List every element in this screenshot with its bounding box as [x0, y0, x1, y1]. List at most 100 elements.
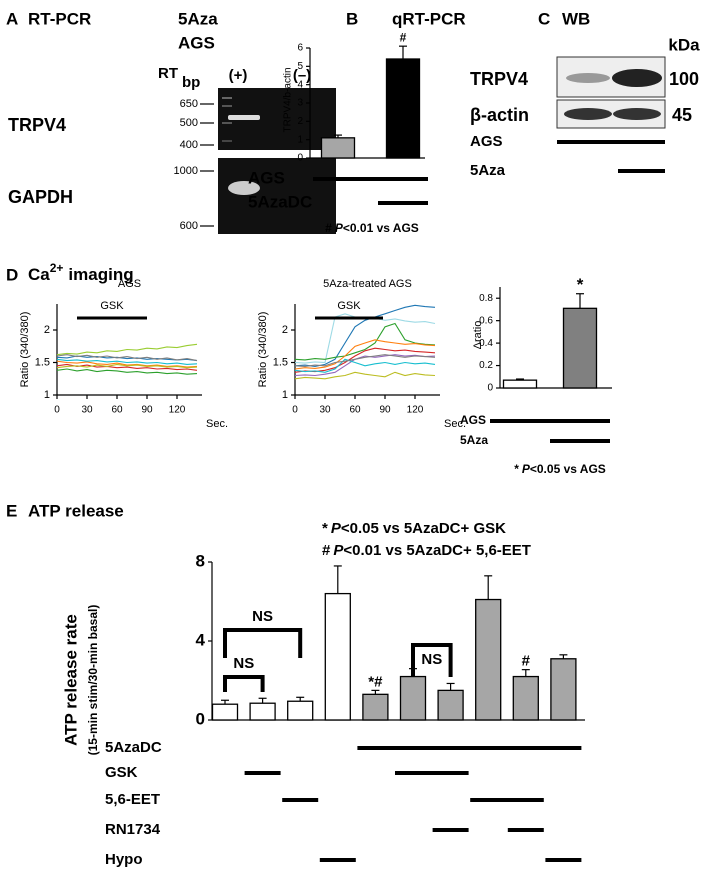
- y-tick-label: 5: [297, 61, 303, 72]
- y-tick-label: 1.5: [35, 356, 50, 368]
- trace: [56, 363, 198, 369]
- bar: [437, 689, 464, 721]
- trace: [294, 354, 436, 367]
- ns-bracket: [411, 643, 453, 677]
- y-tick-label: 1: [282, 389, 288, 401]
- y-axis-label: Ratio (340/380): [257, 312, 269, 388]
- stimulus-label: GSK: [100, 300, 124, 312]
- y-tick-label: 2: [282, 324, 288, 336]
- trace: [56, 343, 198, 356]
- blot-band: [612, 69, 662, 87]
- blot-band: [566, 73, 610, 83]
- footnote-part: P: [331, 520, 342, 537]
- rt-label: RT: [158, 65, 178, 82]
- bar: [475, 598, 502, 721]
- ladder: [222, 97, 232, 99]
- trace: [294, 371, 436, 380]
- panel-letter: A: [6, 9, 18, 28]
- bar: [362, 693, 389, 721]
- x-tick-label: 0: [54, 405, 60, 416]
- footnote-part: *: [514, 462, 519, 476]
- bar-annotation: *#: [368, 673, 383, 690]
- y-axis-label: ATP release rate: [61, 614, 80, 746]
- gel-band: [228, 181, 260, 195]
- bar: [502, 379, 538, 389]
- bracket-label: NS: [233, 655, 254, 672]
- footnote: # P<0.01 vs 5AzaDC+ 5,6-EET: [322, 542, 531, 559]
- marker-label: 400: [180, 139, 198, 151]
- chart-title: AGS: [118, 278, 141, 290]
- y-tick-label: 2: [297, 116, 303, 127]
- blot-band: [564, 108, 612, 120]
- blot-band: [613, 108, 661, 120]
- panel-letter: C: [538, 9, 550, 28]
- lane-label: (–): [293, 67, 311, 84]
- header: AGS: [178, 33, 215, 52]
- size-label: 100: [669, 69, 699, 89]
- y-tick-label: 6: [297, 43, 303, 54]
- y-axis-label: Δratio: [472, 321, 484, 350]
- bar: [562, 307, 598, 389]
- x-tick-label: 120: [169, 405, 186, 416]
- x-tick-label: 30: [319, 405, 331, 416]
- condition-label: AGS: [460, 413, 486, 427]
- footnote: # P<0.01 vs AGS: [325, 221, 419, 235]
- gel: [218, 158, 336, 234]
- marker-label: 1000: [174, 165, 198, 177]
- y-tick-label: 2: [44, 324, 50, 336]
- bar: [211, 703, 239, 721]
- chart-title: ATP release: [28, 501, 124, 520]
- panel-title: Ca2+ imaging: [28, 261, 134, 284]
- bar: [320, 137, 356, 159]
- x-axis-label: Sec.: [206, 418, 228, 430]
- x-tick-label: 0: [292, 405, 298, 416]
- marker-label: 500: [180, 117, 198, 129]
- footnote-part: *: [322, 520, 328, 537]
- footnote-part: P: [335, 221, 344, 235]
- marker-label: 600: [180, 220, 198, 232]
- bar: [324, 592, 351, 721]
- y-tick-label: 4: [297, 79, 303, 90]
- gel-band: [228, 115, 260, 120]
- x-tick-label: 60: [349, 405, 361, 416]
- panel-title-part: imaging: [68, 265, 133, 284]
- bar-annotation: #: [522, 653, 531, 670]
- marker-label: 650: [180, 98, 198, 110]
- panel-letter: E: [6, 501, 17, 520]
- unit-label: kDa: [668, 35, 700, 54]
- chart-title: 5Aza-treated AGS: [323, 278, 412, 290]
- trace: [56, 358, 198, 365]
- panel-title-part: Ca: [28, 265, 50, 284]
- y-tick-label: 1.5: [273, 356, 288, 368]
- ladder: [222, 122, 232, 124]
- bar: [385, 58, 421, 159]
- ladder: [222, 105, 232, 107]
- footnote-part: <0.05 vs AGS: [530, 462, 606, 476]
- y-tick-label: 0: [487, 383, 493, 394]
- x-tick-label: 30: [81, 405, 93, 416]
- bar: [512, 675, 539, 721]
- y-tick-label: 0: [297, 153, 303, 164]
- footnote-part: #: [322, 542, 331, 559]
- condition-label: GSK: [105, 764, 138, 781]
- x-tick-label: 60: [111, 405, 123, 416]
- y-axis-label: Ratio (340/380): [19, 312, 31, 388]
- panel-title-part: 2+: [50, 261, 64, 275]
- y-axis-sublabel: (15-min stim/30-min basal): [86, 605, 100, 756]
- ns-bracket: [223, 675, 265, 692]
- panel-title: WB: [562, 9, 590, 28]
- trace: [56, 360, 198, 368]
- trace: [56, 368, 198, 375]
- footnote-part: #: [325, 221, 332, 235]
- ns-bracket: [223, 628, 303, 658]
- x-axis-label: Sec.: [444, 418, 466, 430]
- condition-label: RN1734: [105, 821, 161, 838]
- bar-annotation: #: [400, 30, 407, 44]
- footnote-part: <0.01 vs AGS: [343, 221, 419, 235]
- header: 5Aza: [178, 9, 218, 28]
- footnote: * P<0.05 vs AGS: [514, 462, 606, 476]
- bar: [399, 675, 427, 721]
- bar: [249, 702, 276, 721]
- y-axis-label: TRPV4/b-actin: [283, 67, 294, 132]
